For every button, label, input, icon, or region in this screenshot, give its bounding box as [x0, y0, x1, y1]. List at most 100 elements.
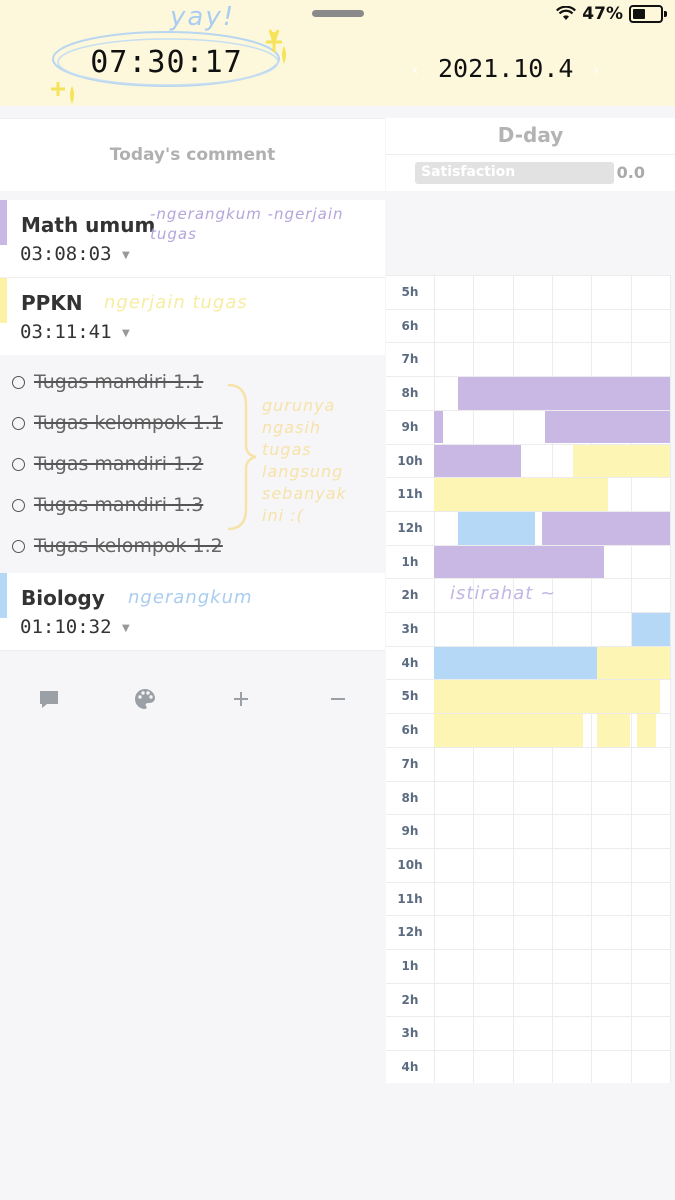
hour-label: 7h	[401, 756, 419, 771]
chevron-down-icon[interactable]: ▼	[122, 250, 130, 261]
hour-label: 7h	[401, 352, 419, 367]
subject-biology[interactable]: Biology 01:10:32 ▼ ngerangkum	[0, 573, 385, 651]
task-item[interactable]: Tugas mandiri 1.2	[12, 453, 203, 475]
task-item[interactable]: Tugas kelompok 1.2	[12, 535, 223, 557]
handwritten-note: gurunya ngasih tugas langsung sebanyak i…	[262, 396, 347, 525]
study-block	[434, 646, 597, 680]
subject-color-bar	[0, 278, 7, 323]
study-block	[457, 511, 536, 545]
hour-label: 9h	[401, 824, 419, 839]
subject-name: Biology	[21, 586, 105, 610]
hour-label: 1h	[401, 959, 419, 973]
study-block	[596, 646, 670, 680]
satisfaction-label: Satisfaction	[421, 164, 516, 180]
subject-time: 03:08:03	[20, 243, 112, 265]
study-timer: 07:30:17	[90, 45, 243, 80]
subject-color-bar	[0, 573, 7, 618]
sticker-text: yay!	[170, 2, 236, 32]
hour-label: 2h	[401, 588, 419, 603]
task-item[interactable]: Tugas mandiri 1.3	[12, 494, 203, 516]
study-block	[573, 444, 670, 478]
dday-header[interactable]: D-day	[386, 118, 675, 154]
handwritten-note: -ngerangkum -ngerjain tugas	[150, 205, 344, 243]
wifi-icon	[556, 6, 577, 20]
task-item[interactable]: Tugas mandiri 1.1	[12, 371, 203, 393]
hour-label: 9h	[401, 419, 419, 434]
hour-label: 5h	[401, 689, 419, 704]
study-block	[434, 545, 604, 579]
prev-day-button[interactable]: ‹	[412, 60, 419, 79]
hour-label: 10h	[397, 453, 423, 468]
study-block	[457, 377, 670, 410]
task-label: Tugas mandiri 1.2	[34, 453, 204, 475]
hour-label: 6h	[401, 318, 419, 333]
hour-label: 12h	[397, 925, 423, 940]
plus-icon[interactable]	[230, 688, 252, 710]
handwritten-note: ngerangkum	[128, 587, 253, 608]
task-checkbox[interactable]	[12, 498, 25, 512]
study-block	[434, 714, 583, 747]
subject-color-bar	[0, 200, 7, 245]
hour-label: 4h	[401, 1060, 419, 1075]
study-block	[596, 714, 630, 747]
hour-label: 3h	[401, 1026, 419, 1041]
study-block	[434, 444, 522, 478]
minus-icon[interactable]	[327, 688, 349, 710]
battery-icon	[629, 5, 667, 23]
task-checkbox[interactable]	[12, 375, 25, 389]
subject-time: 03:11:41	[20, 321, 112, 343]
timetable-grid[interactable]: 5h 6h 7h 8h 9h 10h 11h 12h 1h 2h 3h 4h 5h 6h 7h 8h 9h 10h…	[386, 275, 671, 1083]
chevron-down-icon[interactable]: ▼	[122, 328, 130, 339]
hour-label: 1h	[401, 554, 419, 569]
subject-name: PPKN	[21, 291, 83, 315]
subject-math-umum[interactable]: Math umum 03:08:03 ▼ -ngerangkum -ngerja…	[0, 200, 385, 278]
break-note: istirahat ~	[450, 583, 557, 605]
hour-label: 6h	[401, 723, 419, 738]
task-list: Tugas mandiri 1.1 Tugas kelompok 1.1 Tug…	[0, 355, 385, 573]
subject-ppkn[interactable]: PPKN 03:11:41 ▼ ngerjain tugas	[0, 278, 385, 356]
sticker-decoration	[51, 29, 286, 104]
task-label: Tugas kelompok 1.2	[34, 535, 223, 557]
task-checkbox[interactable]	[12, 457, 25, 471]
hour-label: 11h	[397, 487, 423, 502]
bracket-decoration	[227, 383, 257, 531]
palette-icon[interactable]	[134, 688, 156, 710]
drag-handle	[312, 10, 364, 17]
battery-percent: 47%	[582, 4, 623, 24]
handwritten-note: ngerjain tugas	[104, 292, 248, 313]
satisfaction-row[interactable]: Satisfaction 0.0	[386, 154, 675, 191]
study-block	[636, 714, 656, 747]
status-bar: 47%	[556, 4, 667, 24]
hour-label: 10h	[397, 857, 423, 872]
task-label: Tugas kelompok 1.1	[34, 412, 223, 434]
study-block	[632, 613, 670, 646]
study-block	[434, 680, 661, 714]
task-label: Tugas mandiri 1.3	[34, 494, 204, 516]
hour-label: 4h	[401, 655, 419, 670]
satisfaction-bar[interactable]: Satisfaction	[415, 162, 614, 184]
comment-icon[interactable]	[38, 688, 60, 710]
todays-comment-label: Today's comment	[109, 145, 276, 165]
task-item[interactable]: Tugas kelompok 1.1	[12, 412, 223, 434]
chevron-down-icon[interactable]: ▼	[122, 623, 130, 634]
study-block	[434, 478, 609, 511]
hour-label: 8h	[401, 386, 419, 401]
task-checkbox[interactable]	[12, 416, 25, 430]
current-date: 2021.10.4	[438, 54, 574, 83]
hour-label: 11h	[397, 891, 423, 906]
task-checkbox[interactable]	[12, 539, 25, 553]
task-label: Tugas mandiri 1.1	[34, 371, 204, 393]
next-day-button[interactable]: ›	[593, 60, 600, 79]
study-block	[542, 511, 670, 545]
hour-label: 2h	[401, 992, 419, 1007]
hour-label: 8h	[401, 790, 419, 805]
hour-label: 5h	[401, 285, 419, 299]
header-bar: 47% yay! 07:30:17 ‹ 2021.10.4 ›	[0, 0, 675, 106]
subject-name: Math umum	[21, 213, 156, 237]
todays-comment-box[interactable]: Today's comment	[0, 118, 385, 191]
study-block	[544, 410, 670, 444]
study-block	[434, 410, 444, 444]
hour-label: 12h	[397, 520, 423, 535]
subject-time: 01:10:32	[20, 616, 112, 638]
satisfaction-value: 0.0	[616, 163, 645, 182]
